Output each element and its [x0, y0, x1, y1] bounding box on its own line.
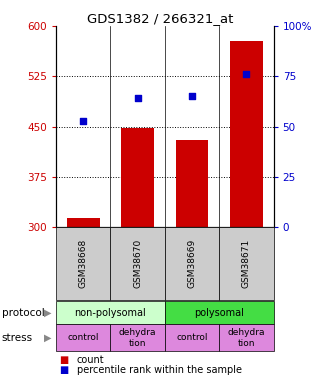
Text: ▶: ▶: [44, 333, 52, 343]
Text: GSM38669: GSM38669: [188, 239, 196, 288]
Text: ■: ■: [59, 355, 68, 365]
Text: non-polysomal: non-polysomal: [75, 308, 146, 318]
Text: GSM38668: GSM38668: [79, 239, 88, 288]
Text: control: control: [176, 333, 208, 342]
Text: GSM38671: GSM38671: [242, 239, 251, 288]
Text: dehydra
tion: dehydra tion: [228, 328, 265, 348]
Point: [81, 117, 86, 123]
Text: percentile rank within the sample: percentile rank within the sample: [77, 365, 242, 375]
Text: control: control: [68, 333, 99, 342]
Text: GSM38670: GSM38670: [133, 239, 142, 288]
Text: protocol: protocol: [2, 308, 44, 318]
Text: ▶: ▶: [44, 308, 52, 318]
Text: count: count: [77, 355, 104, 365]
Point: [189, 93, 195, 99]
Bar: [121, 128, 154, 227]
Point: [135, 96, 140, 102]
Bar: [230, 41, 263, 227]
Text: dehydra
tion: dehydra tion: [119, 328, 156, 348]
Bar: [176, 140, 208, 227]
Point: [244, 71, 249, 77]
Text: ■: ■: [59, 365, 68, 375]
Text: stress: stress: [2, 333, 33, 343]
Text: polysomal: polysomal: [194, 308, 244, 318]
Bar: [67, 218, 100, 227]
Text: GDS1382 / 266321_at: GDS1382 / 266321_at: [87, 12, 233, 26]
